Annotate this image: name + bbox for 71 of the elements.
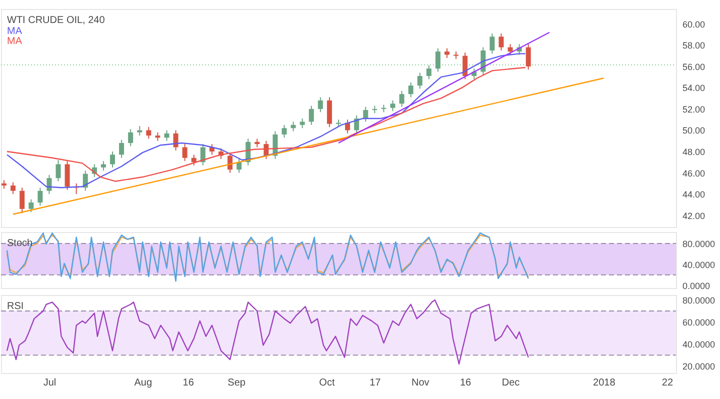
- candlestick: [128, 128, 134, 147]
- y-tick-label: 52.00: [682, 104, 706, 114]
- x-tick-label: 2018: [593, 378, 616, 388]
- candlestick: [56, 160, 61, 182]
- candlestick: [182, 144, 188, 162]
- candlestick: [64, 160, 70, 190]
- candlestick: [164, 130, 170, 142]
- candlestick: [508, 44, 513, 56]
- x-tick-label: Oct: [319, 378, 335, 388]
- candlestick: [444, 48, 450, 58]
- candlestick: [526, 44, 531, 70]
- text: RSI: [7, 301, 24, 312]
- candlestick: [46, 174, 52, 195]
- y-tick-label: 50.00: [682, 126, 706, 136]
- candlestick: [191, 154, 196, 166]
- candlestick: [399, 90, 404, 108]
- y-tick-label: 56.00: [682, 62, 706, 72]
- x-tick-label: Aug: [134, 378, 152, 388]
- candlestick: [318, 96, 323, 113]
- x-tick-label: Sep: [228, 378, 246, 388]
- candlestick: [110, 151, 115, 168]
- x-tick-label: 22: [662, 378, 674, 388]
- candlestick: [236, 158, 242, 174]
- candlestick: [137, 125, 142, 136]
- text: WTI CRUDE OIL, 240: [7, 15, 106, 26]
- candlestick: [100, 160, 106, 172]
- candlestick: [282, 124, 287, 138]
- candlestick: [119, 139, 124, 158]
- x-tick-label: Dec: [502, 378, 520, 388]
- candlestick: [200, 144, 206, 166]
- candlestick: [435, 48, 440, 72]
- x-tick-label: 16: [182, 378, 194, 388]
- y-tick-label: 54.00: [682, 83, 706, 94]
- y-tick-label: 60.00: [682, 19, 706, 30]
- y-tick-label: 20.0000: [682, 362, 716, 372]
- candlestick: [490, 32, 495, 54]
- candlestick: [363, 106, 368, 122]
- y-tick-label: 80.0000: [682, 295, 716, 306]
- y-tick-label: 40.0000: [682, 340, 716, 350]
- candlestick: [408, 82, 414, 98]
- candlestick: [28, 198, 34, 213]
- candlestick: [146, 126, 152, 140]
- candlestick: [290, 121, 296, 132]
- candlestick: [462, 52, 468, 80]
- y-tick-label: 44.00: [682, 190, 706, 200]
- candlestick: [326, 96, 332, 128]
- text: Stoch: [7, 238, 33, 249]
- y-tick-label: 0.0000: [682, 280, 710, 291]
- line-series: [6, 299, 529, 365]
- candlestick: [38, 187, 43, 206]
- y-tick-label: 48.00: [682, 147, 706, 157]
- y-tick-label: 42.00: [682, 210, 706, 221]
- y-tick-label: 58.00: [682, 40, 706, 51]
- candlestick: [498, 32, 504, 51]
- candlestick: [308, 105, 314, 126]
- y-tick-label: 60.0000: [682, 318, 716, 328]
- y-tick-label: 40.0000: [682, 260, 716, 270]
- candlestick: [426, 64, 432, 80]
- candlestick: [417, 72, 422, 90]
- candlestick: [390, 100, 396, 112]
- x-tick-label: Nov: [411, 378, 430, 388]
- text: MA: [7, 36, 22, 47]
- x-tick-label: Jul: [43, 378, 56, 388]
- x-tick-label: 17: [370, 378, 382, 388]
- x-tick-label: 16: [460, 378, 472, 388]
- candlestick: [300, 118, 305, 129]
- y-tick-label: 80.0000: [682, 239, 716, 250]
- y-tick-label: 46.00: [682, 168, 706, 178]
- text: MA: [7, 26, 22, 37]
- candlestick: [20, 187, 25, 214]
- candlestick: [10, 182, 16, 195]
